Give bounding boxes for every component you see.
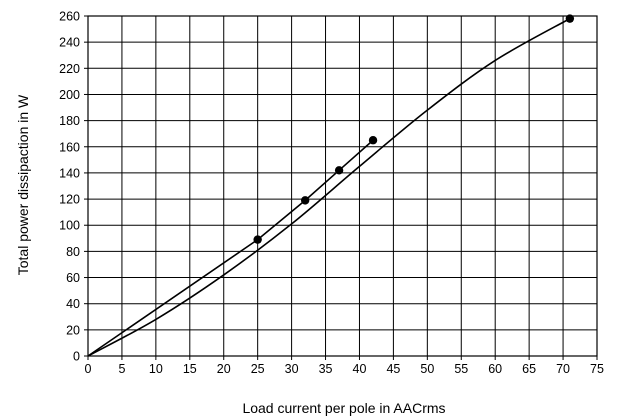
plot-frame [87, 15, 598, 357]
x-tick-label: 75 [590, 362, 604, 376]
x-tick-label: 15 [183, 362, 197, 376]
x-tick-label: 0 [85, 362, 92, 376]
y-tick-label: 200 [59, 88, 80, 102]
y-tick-label: 40 [66, 297, 80, 311]
data-point [565, 14, 575, 23]
series-1 [87, 136, 378, 357]
x-tick-label: 60 [488, 362, 502, 376]
data-point [368, 136, 378, 145]
x-tick-label: 40 [353, 362, 367, 376]
series-line [87, 17, 571, 357]
x-tick-label: 20 [217, 362, 231, 376]
y-tick-label: 100 [59, 219, 80, 233]
y-tick-label: 0 [73, 350, 80, 364]
x-tick-label: 10 [149, 362, 163, 376]
y-tick-label: 240 [59, 36, 80, 50]
x-tick-label: 70 [556, 362, 570, 376]
data-point [334, 166, 344, 175]
y-tick-label: 180 [59, 114, 80, 128]
y-tick-label: 60 [66, 271, 80, 285]
y-tick-label: 80 [66, 245, 80, 259]
y-tick-label: 120 [59, 193, 80, 207]
x-tick-label: 55 [454, 362, 468, 376]
y-tick-label: 220 [59, 62, 80, 76]
x-tick-label: 25 [251, 362, 265, 376]
tick-labels: 0 5 10 15 20 25 30 35 40 45 50 55 60 65 70 75 0 20 40 60 80 1… [59, 10, 604, 377]
y-tick-label: 160 [59, 140, 80, 154]
x-tick-label: 30 [285, 362, 299, 376]
y-tick-label: 20 [66, 323, 80, 337]
grid [84, 15, 598, 360]
y-axis-label: Total power dissipaction in W [15, 94, 31, 275]
x-tick-label: 5 [118, 362, 125, 376]
series-2 [87, 14, 575, 357]
x-tick-label: 35 [319, 362, 333, 376]
data-point [300, 196, 310, 205]
x-tick-label: 65 [522, 362, 536, 376]
x-tick-label: 50 [420, 362, 434, 376]
y-tick-label: 260 [59, 10, 80, 24]
x-tick-label: 45 [386, 362, 400, 376]
y-tick-label: 140 [59, 166, 80, 180]
data-point [253, 235, 262, 244]
series-layer [87, 14, 575, 357]
x-axis-label: Load current per pole in AACrms [242, 400, 445, 416]
